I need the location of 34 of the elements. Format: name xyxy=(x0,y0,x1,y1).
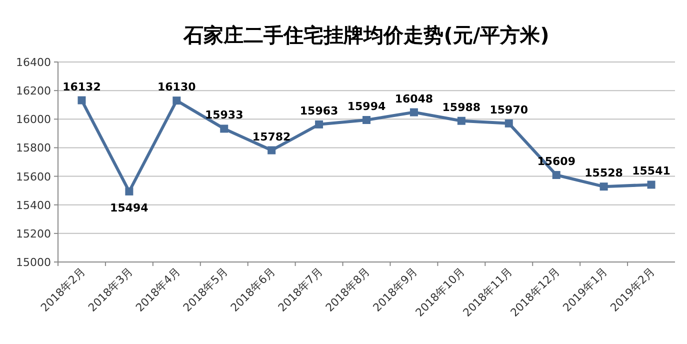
point xyxy=(600,182,608,191)
data-label: 15933 xyxy=(204,108,244,122)
data-label: 15963 xyxy=(300,104,338,118)
point xyxy=(268,146,276,154)
point xyxy=(410,108,418,116)
data-label: 16130 xyxy=(158,80,196,94)
y-tick-label: 15200 xyxy=(16,227,51,240)
chart-title: 石家庄二手住宅挂牌均价走势(元/平方米) xyxy=(182,23,550,47)
point xyxy=(457,116,466,125)
y-tick-label: 16000 xyxy=(16,113,51,126)
data-label: 16132 xyxy=(62,80,101,94)
y-tick-label: 15600 xyxy=(16,170,51,184)
y-tick-label: 15800 xyxy=(16,142,51,155)
point xyxy=(362,116,370,124)
data-label: 15988 xyxy=(442,100,481,114)
point xyxy=(552,171,560,179)
point xyxy=(78,96,86,104)
point xyxy=(172,96,181,105)
data-label: 15541 xyxy=(632,164,670,178)
point xyxy=(504,119,513,128)
data-label: 15970 xyxy=(490,103,528,116)
y-tick-label: 16200 xyxy=(16,84,51,98)
data-label: 15528 xyxy=(584,166,623,180)
y-tick-label: 16400 xyxy=(16,56,51,69)
data-label: 15494 xyxy=(110,201,149,214)
y-tick-label: 15000 xyxy=(16,256,51,269)
point xyxy=(647,180,656,189)
point xyxy=(315,120,324,128)
data-label: 15782 xyxy=(252,130,291,144)
point xyxy=(220,124,228,133)
data-label: 16048 xyxy=(394,92,434,106)
point xyxy=(125,187,134,196)
data-label: 15994 xyxy=(347,100,386,113)
y-tick-label: 15400 xyxy=(16,198,51,212)
